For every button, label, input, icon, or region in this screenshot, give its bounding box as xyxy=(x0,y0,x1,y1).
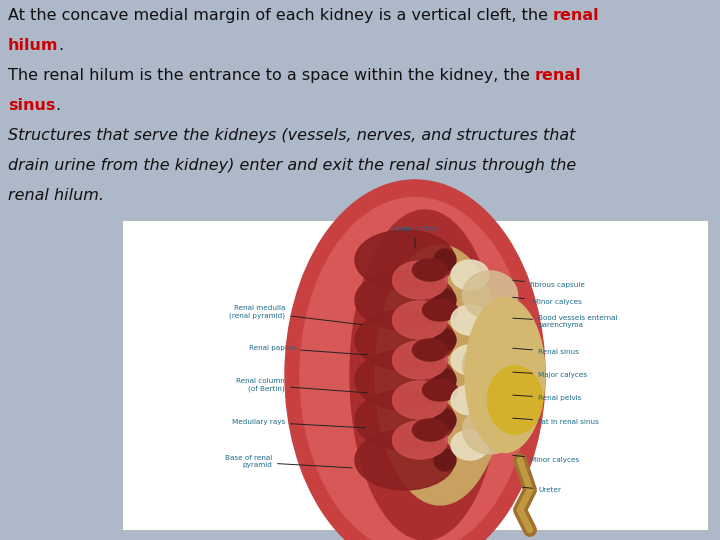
Ellipse shape xyxy=(300,198,530,540)
Ellipse shape xyxy=(434,249,456,271)
Text: Renal column
(of Bertin): Renal column (of Bertin) xyxy=(236,378,367,393)
Text: Base of renal
pyramid: Base of renal pyramid xyxy=(225,456,352,469)
Ellipse shape xyxy=(434,409,456,431)
Ellipse shape xyxy=(413,419,448,441)
Ellipse shape xyxy=(392,261,448,299)
Text: drain urine from the kidney) enter and exit the renal sinus through the: drain urine from the kidney) enter and e… xyxy=(8,158,576,173)
Text: hilum: hilum xyxy=(8,38,58,53)
Ellipse shape xyxy=(462,406,518,454)
Ellipse shape xyxy=(451,345,489,375)
Text: sinus: sinus xyxy=(8,98,55,113)
Text: renal: renal xyxy=(535,68,582,83)
Ellipse shape xyxy=(392,341,448,379)
Ellipse shape xyxy=(355,430,455,490)
Text: Renal medulla
(renal pyramid): Renal medulla (renal pyramid) xyxy=(229,305,362,325)
Text: At the concave medial margin of each kidney is a vertical cleft, the: At the concave medial margin of each kid… xyxy=(8,8,553,23)
Text: Renal cortex: Renal cortex xyxy=(392,226,438,247)
Ellipse shape xyxy=(462,271,518,319)
Ellipse shape xyxy=(392,421,448,459)
Ellipse shape xyxy=(285,180,545,540)
Ellipse shape xyxy=(350,210,500,540)
Ellipse shape xyxy=(462,341,518,389)
Ellipse shape xyxy=(413,339,448,361)
Text: Renal papilla: Renal papilla xyxy=(248,345,367,355)
Ellipse shape xyxy=(423,379,457,401)
Text: Major calyces: Major calyces xyxy=(513,372,587,378)
Ellipse shape xyxy=(465,298,545,453)
Ellipse shape xyxy=(434,289,456,311)
Ellipse shape xyxy=(355,390,455,450)
Ellipse shape xyxy=(451,260,489,290)
Ellipse shape xyxy=(375,245,505,505)
Ellipse shape xyxy=(392,301,448,339)
Ellipse shape xyxy=(451,385,489,415)
Text: fibrous capsule: fibrous capsule xyxy=(513,280,585,288)
Ellipse shape xyxy=(487,366,542,434)
Text: .: . xyxy=(58,38,63,53)
Text: -Minor calyces: -Minor calyces xyxy=(513,298,582,305)
Bar xyxy=(122,220,708,530)
Ellipse shape xyxy=(434,449,456,471)
Text: Renal sinus: Renal sinus xyxy=(513,348,579,355)
Ellipse shape xyxy=(451,305,489,335)
Ellipse shape xyxy=(434,329,456,351)
Ellipse shape xyxy=(355,270,455,330)
Text: Minor calyces: Minor calyces xyxy=(513,455,580,463)
Ellipse shape xyxy=(355,310,455,370)
Text: Medullary rays: Medullary rays xyxy=(232,419,365,428)
Ellipse shape xyxy=(434,369,456,391)
Text: .: . xyxy=(55,98,60,113)
Ellipse shape xyxy=(392,381,448,419)
Text: Renal pelvis: Renal pelvis xyxy=(513,395,581,401)
Ellipse shape xyxy=(355,230,455,290)
Text: Bood vessels enternal
parenchyma: Bood vessels enternal parenchyma xyxy=(513,315,618,328)
Text: renal hilum.: renal hilum. xyxy=(8,188,104,203)
Ellipse shape xyxy=(413,259,448,281)
Text: Structures that serve the kidneys (vessels, nerves, and structures that: Structures that serve the kidneys (vesse… xyxy=(8,128,575,143)
Ellipse shape xyxy=(355,350,455,410)
Text: renal: renal xyxy=(553,8,600,23)
Text: The renal hilum is the entrance to a space within the kidney, the: The renal hilum is the entrance to a spa… xyxy=(8,68,535,83)
Ellipse shape xyxy=(423,299,457,321)
Text: Fat in renal sinus: Fat in renal sinus xyxy=(513,418,599,425)
Text: Ureter: Ureter xyxy=(523,487,561,493)
Ellipse shape xyxy=(451,430,489,460)
